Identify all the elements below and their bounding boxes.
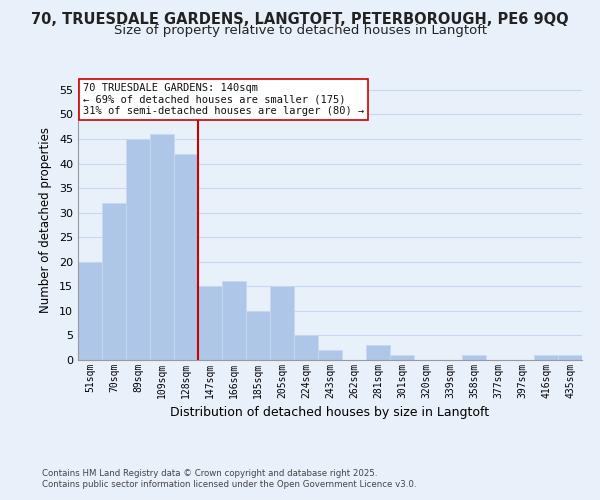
Text: Contains HM Land Registry data © Crown copyright and database right 2025.: Contains HM Land Registry data © Crown c… — [42, 468, 377, 477]
Text: 70, TRUESDALE GARDENS, LANGTOFT, PETERBOROUGH, PE6 9QQ: 70, TRUESDALE GARDENS, LANGTOFT, PETERBO… — [31, 12, 569, 28]
X-axis label: Distribution of detached houses by size in Langtoft: Distribution of detached houses by size … — [170, 406, 490, 420]
Bar — [102, 203, 126, 360]
Text: 70 TRUESDALE GARDENS: 140sqm
← 69% of detached houses are smaller (175)
31% of s: 70 TRUESDALE GARDENS: 140sqm ← 69% of de… — [83, 83, 364, 116]
Bar — [222, 282, 246, 360]
Bar — [126, 139, 150, 360]
Bar — [318, 350, 342, 360]
Y-axis label: Number of detached properties: Number of detached properties — [39, 127, 52, 313]
Bar — [558, 355, 582, 360]
Bar — [534, 355, 558, 360]
Bar — [462, 355, 486, 360]
Bar — [198, 286, 222, 360]
Bar — [150, 134, 174, 360]
Bar — [78, 262, 102, 360]
Bar — [294, 336, 318, 360]
Bar — [366, 346, 390, 360]
Bar — [246, 311, 270, 360]
Text: Contains public sector information licensed under the Open Government Licence v3: Contains public sector information licen… — [42, 480, 416, 489]
Bar — [174, 154, 198, 360]
Bar — [270, 286, 294, 360]
Text: Size of property relative to detached houses in Langtoft: Size of property relative to detached ho… — [113, 24, 487, 37]
Bar — [390, 355, 414, 360]
